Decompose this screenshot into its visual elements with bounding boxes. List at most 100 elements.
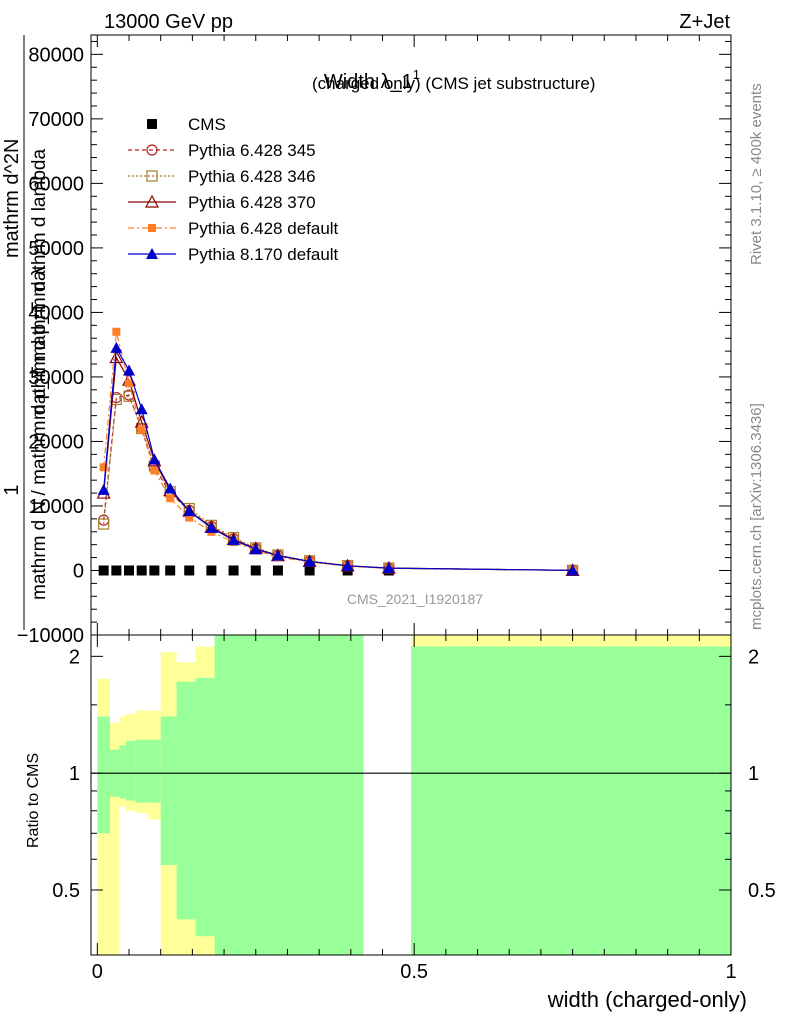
data-point <box>250 565 261 576</box>
ratio-tick-label-right: 0.5 <box>748 880 776 902</box>
ratio-tick-label-left: 2 <box>69 646 80 668</box>
data-point <box>123 364 136 376</box>
legend-label: Pythia 6.428 default <box>188 219 339 238</box>
legend-entry: CMS <box>147 115 226 134</box>
y-tick-label: −10000 <box>17 625 84 647</box>
data-point <box>271 549 284 561</box>
data-point <box>97 483 110 495</box>
y-tick-label: 20000 <box>28 431 84 453</box>
data-point <box>98 565 109 576</box>
ratio-tick-label-left: 0.5 <box>52 880 80 902</box>
ratio-panel: 0.5 0.51 12 2 0 0.5 1 Ratio to CMS width (cha… <box>25 35 776 1012</box>
series-1 <box>98 389 579 576</box>
data-point <box>137 425 146 434</box>
data-point <box>185 513 194 522</box>
legend-label: Pythia 6.428 370 <box>188 193 316 212</box>
uncertainty-band-yellow <box>110 722 120 955</box>
data-point <box>111 565 122 576</box>
data-point <box>99 463 108 472</box>
x-tick-label: 0.5 <box>400 961 428 983</box>
data-point <box>149 565 160 576</box>
data-point <box>303 555 316 567</box>
main-title: Width λ_11 <box>324 67 420 93</box>
uncertainty-band-green <box>148 739 161 803</box>
series-5 <box>97 341 579 576</box>
uncertainty-band-green <box>97 716 111 834</box>
data-point <box>146 248 158 259</box>
series-line <box>103 355 573 571</box>
legend-label: Pythia 6.428 345 <box>188 141 316 160</box>
y-tick-label: 70000 <box>28 109 84 131</box>
uncertainty-band-green <box>176 681 196 920</box>
ratio-tick-label-right: 1 <box>748 763 759 785</box>
data-point <box>98 518 110 530</box>
y-axis-label-denominator: mathrm d p_T mathrm d lambda <box>29 149 50 420</box>
y-axis-label-one: 1 <box>1 484 23 495</box>
data-point <box>566 564 579 576</box>
x-tick-label: 1 <box>725 961 736 983</box>
legend-entry: Pythia 6.428 345 <box>128 141 316 160</box>
data-point <box>150 466 159 475</box>
legend-label: Pythia 6.428 346 <box>188 167 316 186</box>
y-tick-label: 80000 <box>28 44 84 66</box>
y-tick-label: 50000 <box>28 238 84 260</box>
data-point <box>110 341 123 353</box>
y-tick-label: 0 <box>73 560 84 582</box>
y-tick-label: 40000 <box>28 302 84 324</box>
data-point <box>136 565 147 576</box>
data-point <box>144 194 160 208</box>
data-point <box>148 453 161 465</box>
ratio-y-ticks: 0.5 0.5 1 1 2 2 <box>52 646 776 902</box>
ratio-bands <box>97 635 731 955</box>
series-layer <box>96 327 580 576</box>
process-label: Z+Jet <box>679 11 730 33</box>
uncertainty-band-green <box>160 716 177 865</box>
data-point <box>382 562 395 574</box>
x-ticks: 0 0.5 1 <box>92 35 737 983</box>
ratio-y-label: Ratio to CMS <box>25 753 42 848</box>
data-point <box>164 482 177 494</box>
series-line <box>103 331 573 571</box>
data-point <box>109 350 124 364</box>
data-point <box>227 534 240 546</box>
y-axis-label-numerator: mathrm d^2N <box>1 139 23 258</box>
data-point <box>272 565 283 576</box>
rivet-label: Rivet 3.1.10, ≥ 400k events <box>748 83 765 265</box>
series-line <box>103 395 573 571</box>
uncertainty-band-green <box>411 646 731 955</box>
main-panel: −10000 0 10000 20000 30000 40000 50000 60000 700… <box>1 34 732 647</box>
data-point <box>166 494 175 503</box>
data-point <box>304 565 315 576</box>
title-sup: 1 <box>413 67 420 82</box>
uncertainty-band-green <box>214 635 364 955</box>
ratio-frame <box>90 634 732 956</box>
legend-label: CMS <box>188 115 226 134</box>
series-line <box>103 394 573 571</box>
data-point <box>183 505 196 517</box>
y-tick-label: 60000 <box>28 173 84 195</box>
data-point <box>341 559 354 571</box>
uncertainty-band-green <box>135 739 149 803</box>
data-point <box>206 565 217 576</box>
main-frame <box>90 34 732 636</box>
legend-entry: Pythia 8.170 default <box>128 245 339 264</box>
legend: CMS Pythia 6.428 345 Pythia 6.428 346 Pythi… <box>128 115 339 264</box>
y-tick-label: 30000 <box>28 367 84 389</box>
data-point <box>135 403 148 415</box>
data-point <box>165 565 176 576</box>
legend-entry: Pythia 6.428 370 <box>128 193 316 212</box>
legend-label: Pythia 8.170 default <box>188 245 339 264</box>
x-axis-label: width (charged-only) <box>547 987 747 1012</box>
data-point <box>125 379 134 388</box>
ratio-tick-label-right: 2 <box>748 646 759 668</box>
title-main: Width λ_1 <box>324 71 413 93</box>
main-subtitle: (charged only) (CMS jet substructure) <box>312 74 595 93</box>
data-point <box>249 543 262 555</box>
legend-entry: Pythia 6.428 default <box>128 219 339 238</box>
data-point <box>147 119 157 129</box>
data-point <box>146 144 158 156</box>
data-point <box>184 565 195 576</box>
energy-label: 13000 GeV pp <box>104 11 233 33</box>
ratio-tick-label-left: 1 <box>69 763 80 785</box>
